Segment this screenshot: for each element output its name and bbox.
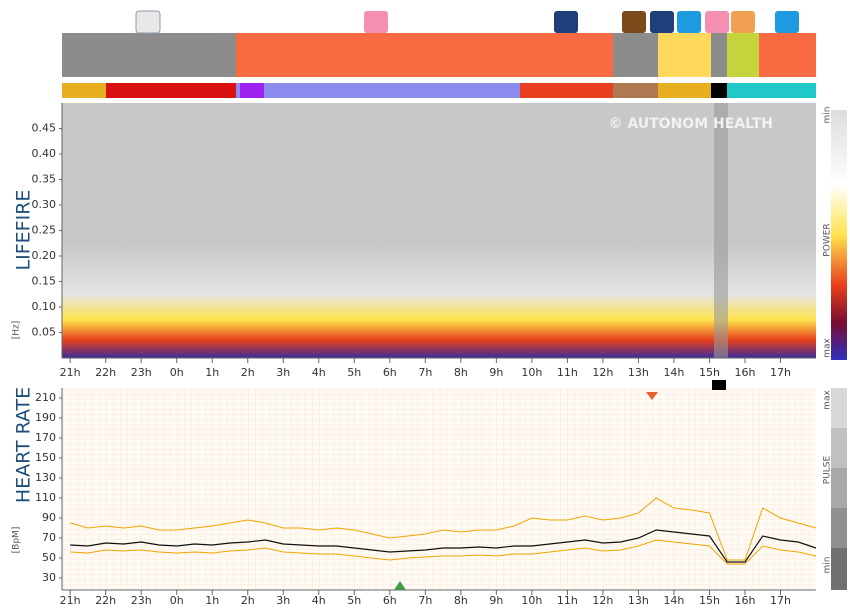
x-tick-label: 22h xyxy=(95,366,116,379)
x-tick-label: 16h xyxy=(734,594,755,607)
x-tick-label: 5h xyxy=(347,594,361,607)
x-tick-label: 21h xyxy=(60,366,81,379)
heart-rate-chart: HEART RATE [BpM] 30 50 70 90 110 130 150 170 190 21… xyxy=(12,387,833,607)
x-tick-label: 6h xyxy=(383,594,397,607)
x-tick-label: 9h xyxy=(489,594,503,607)
hr-line xyxy=(70,497,817,561)
x-tick-label: 10h xyxy=(521,366,542,379)
x-tick-label: 22h xyxy=(95,594,116,607)
y-tick-label: 0.25 xyxy=(32,224,57,237)
power-legend xyxy=(831,110,847,360)
x-tick-label: 14h xyxy=(663,594,684,607)
y-tick-label: 0.40 xyxy=(32,147,57,160)
x-tick-label: 8h xyxy=(454,366,468,379)
x-tick-label: 10h xyxy=(521,594,542,607)
y-tick-label: 190 xyxy=(35,411,56,424)
x-tick-label: 3h xyxy=(276,594,290,607)
y-tick-label: 0.15 xyxy=(32,275,57,288)
activity-bar xyxy=(62,33,816,77)
spectrogram xyxy=(62,103,816,358)
y-tick-label: 50 xyxy=(42,551,56,564)
event-icons xyxy=(135,10,799,34)
legend-label: PULSE xyxy=(823,455,833,484)
x-tick-label: 7h xyxy=(418,366,432,379)
x-tick-label: 7h xyxy=(418,594,432,607)
legend-label: POWER xyxy=(823,223,833,256)
gap-band xyxy=(714,103,728,358)
x-tick-label: 12h xyxy=(592,366,613,379)
y-tick-label: 0.35 xyxy=(32,173,57,186)
x-tick-label: 16h xyxy=(734,366,755,379)
legend-label: max xyxy=(823,390,833,410)
chart-title: LIFEFIRE xyxy=(13,190,35,271)
x-tick-label: 2h xyxy=(241,366,255,379)
hr-grid xyxy=(62,388,816,590)
hr-line xyxy=(70,539,817,565)
x-tick-label: 9h xyxy=(489,366,503,379)
y-tick-label: 0.30 xyxy=(32,198,57,211)
legend-label: min xyxy=(823,107,833,124)
y-tick-label: 210 xyxy=(35,391,56,404)
hr-line xyxy=(70,529,817,563)
y-tick-label: 70 xyxy=(42,531,56,544)
x-tick-label: 5h xyxy=(347,366,361,379)
y-tick-label: 0.20 xyxy=(32,249,57,262)
x-tick-label: 23h xyxy=(131,594,152,607)
state-strip xyxy=(62,83,816,98)
x-tick-label: 0h xyxy=(170,366,184,379)
x-tick-label: 13h xyxy=(628,366,649,379)
y-unit: [Hz] xyxy=(12,321,22,340)
x-tick-label: 17h xyxy=(770,594,791,607)
x-tick-label: 0h xyxy=(170,594,184,607)
x-tick-label: 2h xyxy=(241,594,255,607)
x-tick-label: 14h xyxy=(663,366,684,379)
legend-label: max xyxy=(823,338,833,358)
y-tick-label: 90 xyxy=(42,511,56,524)
x-tick-label: 8h xyxy=(454,594,468,607)
x-tick-label: 1h xyxy=(205,594,219,607)
x-tick-label: 17h xyxy=(770,366,791,379)
y-tick-label: 150 xyxy=(35,451,56,464)
x-tick-label: 4h xyxy=(312,594,326,607)
y-tick-label: 0.05 xyxy=(32,326,57,339)
y-tick-label: 30 xyxy=(42,571,56,584)
x-tick-label: 6h xyxy=(383,366,397,379)
y-tick-label: 0.45 xyxy=(32,122,57,135)
x-tick-label: 13h xyxy=(628,594,649,607)
x-tick-label: 3h xyxy=(276,366,290,379)
x-tick-label: 12h xyxy=(592,594,613,607)
x-tick-label: 4h xyxy=(312,366,326,379)
gap-marker xyxy=(712,380,726,390)
y-tick-label: 130 xyxy=(35,471,56,484)
watermark: © AUTONOM HEALTH xyxy=(608,116,773,132)
x-tick-label: 15h xyxy=(699,366,720,379)
chart-title: HEART RATE xyxy=(13,387,35,503)
x-tick-label: 21h xyxy=(60,594,81,607)
x-tick-label: 23h xyxy=(131,366,152,379)
legend-label: min xyxy=(823,557,833,574)
spectrum-chart: LIFEFIRE [Hz] 0.05 0.10 0.15 0.20 0.25 0.30 0.35… xyxy=(12,103,833,379)
y-tick-label: 170 xyxy=(35,431,56,444)
pulse-legend xyxy=(831,388,847,590)
y-tick-label: 0.10 xyxy=(32,300,57,313)
y-tick-label: 110 xyxy=(35,491,56,504)
y-unit: [BpM] xyxy=(12,527,22,554)
max-marker xyxy=(646,392,658,400)
x-tick-label: 11h xyxy=(557,594,578,607)
x-tick-label: 15h xyxy=(699,594,720,607)
x-tick-label: 1h xyxy=(205,366,219,379)
min-marker xyxy=(394,581,406,590)
x-tick-label: 11h xyxy=(557,366,578,379)
